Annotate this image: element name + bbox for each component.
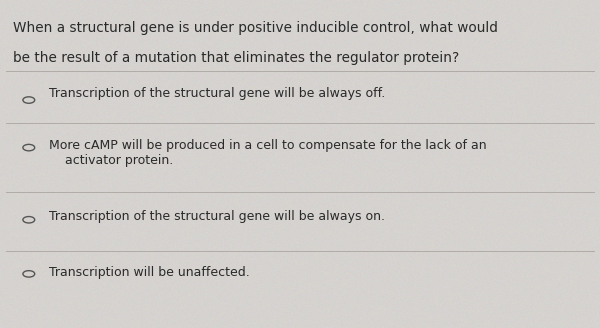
Text: More cAMP will be produced in a cell to compensate for the lack of an
    activa: More cAMP will be produced in a cell to … bbox=[49, 139, 487, 167]
Text: Transcription of the structural gene will be always on.: Transcription of the structural gene wil… bbox=[49, 210, 385, 223]
Text: be the result of a mutation that eliminates the regulator protein?: be the result of a mutation that elimina… bbox=[13, 51, 460, 65]
Text: Transcription will be unaffected.: Transcription will be unaffected. bbox=[49, 266, 250, 279]
Text: When a structural gene is under positive inducible control, what would: When a structural gene is under positive… bbox=[13, 21, 498, 35]
Text: Transcription of the structural gene will be always off.: Transcription of the structural gene wil… bbox=[49, 87, 385, 100]
